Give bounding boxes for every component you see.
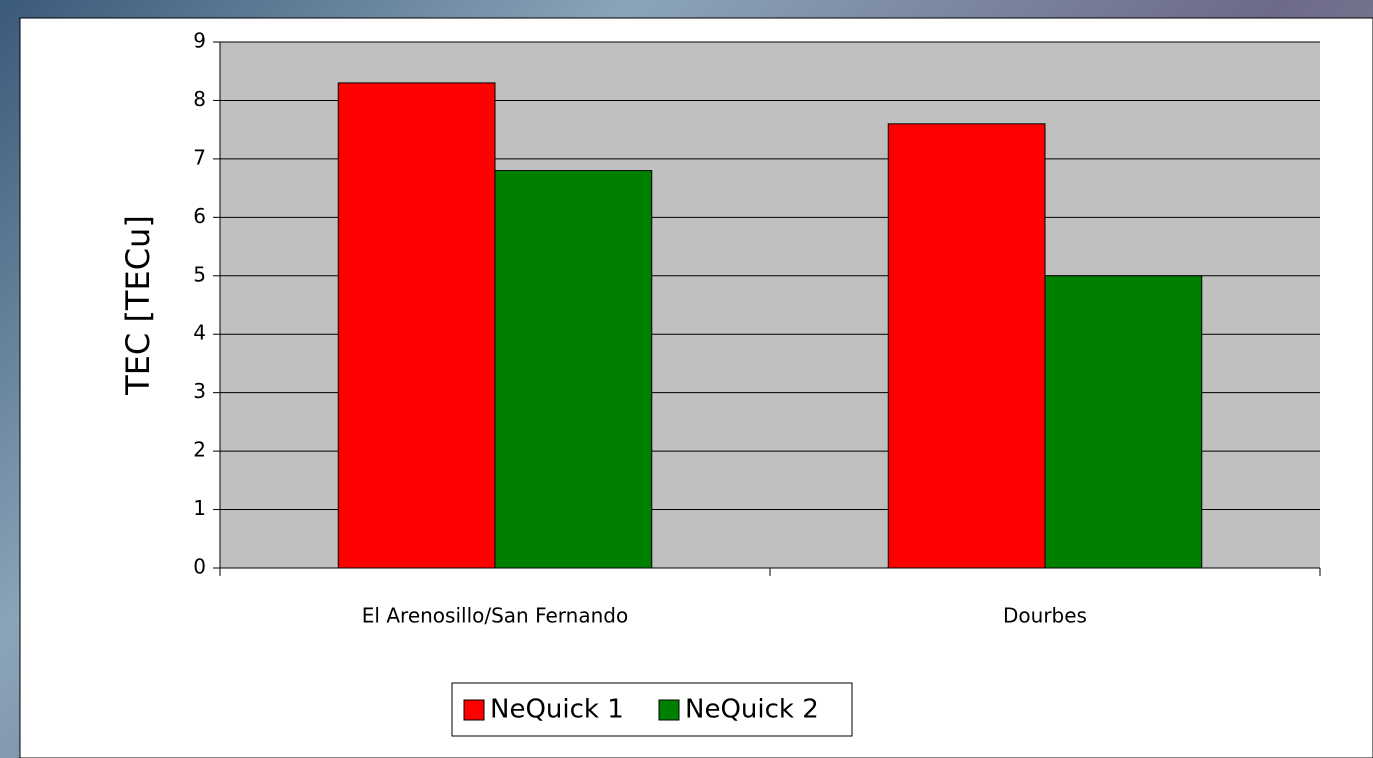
- legend-label: NeQuick 2: [685, 695, 819, 725]
- y-tick-label: 7: [193, 145, 206, 169]
- y-tick-label: 6: [193, 204, 206, 228]
- bar: [1044, 275, 1203, 569]
- y-tick-label: 9: [193, 29, 206, 53]
- bar: [337, 82, 496, 569]
- x-tick-label: El Arenosillo/San Fernando: [362, 604, 628, 628]
- y-axis-label: TEC [TECu]: [119, 215, 157, 396]
- x-tick-label: Dourbes: [1003, 604, 1087, 628]
- y-tick-label: 5: [193, 262, 206, 286]
- y-tick-label: 0: [193, 555, 206, 579]
- legend-swatch: [463, 699, 485, 721]
- y-tick-label: 8: [193, 87, 206, 111]
- bar: [494, 170, 653, 569]
- y-tick-label: 2: [193, 438, 206, 462]
- legend-swatch: [658, 699, 680, 721]
- legend-label: NeQuick 1: [490, 695, 624, 725]
- y-tick-label: 4: [193, 321, 206, 345]
- legend-box: [451, 682, 853, 737]
- bar: [887, 123, 1046, 569]
- y-tick-label: 1: [193, 496, 206, 520]
- y-tick-label: 3: [193, 379, 206, 403]
